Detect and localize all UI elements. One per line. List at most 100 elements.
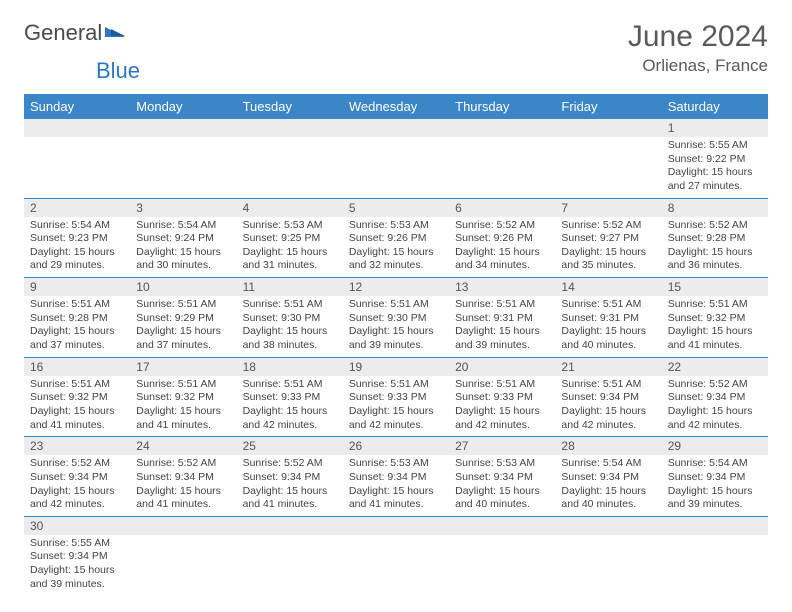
day-detail-line: Sunset: 9:34 PM — [668, 471, 762, 485]
day-detail-line: and 42 minutes. — [243, 419, 337, 433]
day-details: Sunrise: 5:54 AMSunset: 9:23 PMDaylight:… — [24, 217, 130, 278]
day-number-empty — [343, 517, 449, 535]
day-number: 16 — [24, 358, 130, 376]
day-detail-line: Sunset: 9:24 PM — [136, 232, 230, 246]
day-number: 30 — [24, 517, 130, 535]
day-details: Sunrise: 5:52 AMSunset: 9:34 PMDaylight:… — [130, 455, 236, 516]
day-details: Sunrise: 5:51 AMSunset: 9:32 PMDaylight:… — [662, 296, 768, 357]
day-detail-line: Sunrise: 5:51 AM — [136, 378, 230, 392]
day-number: 1 — [662, 119, 768, 137]
weekday-header: Thursday — [449, 94, 555, 119]
day-detail-line: Daylight: 15 hours — [30, 325, 124, 339]
day-detail-line: Sunrise: 5:55 AM — [668, 139, 762, 153]
calendar-day-cell: 9Sunrise: 5:51 AMSunset: 9:28 PMDaylight… — [24, 278, 130, 358]
calendar-day-cell: 2Sunrise: 5:54 AMSunset: 9:23 PMDaylight… — [24, 198, 130, 278]
day-detail-line: and 30 minutes. — [136, 259, 230, 273]
calendar-day-cell: 5Sunrise: 5:53 AMSunset: 9:26 PMDaylight… — [343, 198, 449, 278]
day-details: Sunrise: 5:54 AMSunset: 9:34 PMDaylight:… — [662, 455, 768, 516]
day-details: Sunrise: 5:52 AMSunset: 9:34 PMDaylight:… — [237, 455, 343, 516]
day-number: 12 — [343, 278, 449, 296]
calendar-day-cell: 16Sunrise: 5:51 AMSunset: 9:32 PMDayligh… — [24, 357, 130, 437]
calendar-day-cell: 11Sunrise: 5:51 AMSunset: 9:30 PMDayligh… — [237, 278, 343, 358]
day-detail-line: and 34 minutes. — [455, 259, 549, 273]
day-detail-line: and 32 minutes. — [349, 259, 443, 273]
day-detail-line: and 42 minutes. — [455, 419, 549, 433]
day-details: Sunrise: 5:51 AMSunset: 9:29 PMDaylight:… — [130, 296, 236, 357]
day-detail-line: Sunset: 9:32 PM — [136, 391, 230, 405]
day-details: Sunrise: 5:51 AMSunset: 9:31 PMDaylight:… — [555, 296, 661, 357]
calendar-day-cell: 17Sunrise: 5:51 AMSunset: 9:32 PMDayligh… — [130, 357, 236, 437]
day-detail-line: Sunrise: 5:51 AM — [349, 378, 443, 392]
month-title: June 2024 — [628, 20, 768, 54]
day-number: 6 — [449, 199, 555, 217]
logo-text-blue: Blue — [96, 58, 140, 83]
day-detail-line: and 39 minutes. — [668, 498, 762, 512]
day-number: 29 — [662, 437, 768, 455]
calendar-day-cell: 18Sunrise: 5:51 AMSunset: 9:33 PMDayligh… — [237, 357, 343, 437]
calendar-day-cell — [237, 516, 343, 595]
day-detail-line: Daylight: 15 hours — [136, 246, 230, 260]
calendar-day-cell: 8Sunrise: 5:52 AMSunset: 9:28 PMDaylight… — [662, 198, 768, 278]
day-details: Sunrise: 5:54 AMSunset: 9:34 PMDaylight:… — [555, 455, 661, 516]
day-detail-line: Daylight: 15 hours — [136, 405, 230, 419]
calendar-day-cell: 15Sunrise: 5:51 AMSunset: 9:32 PMDayligh… — [662, 278, 768, 358]
day-detail-line: Sunrise: 5:53 AM — [349, 219, 443, 233]
day-details: Sunrise: 5:52 AMSunset: 9:28 PMDaylight:… — [662, 217, 768, 278]
calendar-day-cell — [449, 516, 555, 595]
day-detail-line: Sunset: 9:34 PM — [243, 471, 337, 485]
day-detail-line: and 36 minutes. — [668, 259, 762, 273]
day-detail-line: Sunset: 9:30 PM — [349, 312, 443, 326]
day-detail-line: Sunset: 9:31 PM — [455, 312, 549, 326]
day-detail-line: Sunrise: 5:51 AM — [349, 298, 443, 312]
day-detail-line: Sunset: 9:28 PM — [30, 312, 124, 326]
day-detail-line: Daylight: 15 hours — [30, 564, 124, 578]
day-number: 5 — [343, 199, 449, 217]
day-number: 19 — [343, 358, 449, 376]
calendar-week-row: 2Sunrise: 5:54 AMSunset: 9:23 PMDaylight… — [24, 198, 768, 278]
day-detail-line: Daylight: 15 hours — [455, 246, 549, 260]
day-detail-line: and 38 minutes. — [243, 339, 337, 353]
day-number: 13 — [449, 278, 555, 296]
day-details: Sunrise: 5:53 AMSunset: 9:34 PMDaylight:… — [449, 455, 555, 516]
day-detail-line: Daylight: 15 hours — [561, 485, 655, 499]
day-detail-line: Sunset: 9:34 PM — [30, 550, 124, 564]
day-detail-line: Daylight: 15 hours — [455, 405, 549, 419]
day-number: 26 — [343, 437, 449, 455]
day-details: Sunrise: 5:51 AMSunset: 9:33 PMDaylight:… — [237, 376, 343, 437]
day-detail-line: Sunset: 9:29 PM — [136, 312, 230, 326]
day-detail-line: Sunrise: 5:51 AM — [243, 378, 337, 392]
day-number-empty — [130, 119, 236, 137]
day-detail-line: Daylight: 15 hours — [455, 325, 549, 339]
day-detail-line: Sunrise: 5:51 AM — [30, 298, 124, 312]
day-detail-line: Daylight: 15 hours — [349, 405, 443, 419]
day-detail-line: Sunrise: 5:53 AM — [243, 219, 337, 233]
day-number: 11 — [237, 278, 343, 296]
day-detail-line: and 41 minutes. — [136, 498, 230, 512]
day-number: 8 — [662, 199, 768, 217]
day-detail-line: Daylight: 15 hours — [349, 325, 443, 339]
day-detail-line: Sunrise: 5:52 AM — [30, 457, 124, 471]
day-detail-line: Daylight: 15 hours — [668, 166, 762, 180]
day-detail-line: Daylight: 15 hours — [561, 325, 655, 339]
day-number-empty — [343, 119, 449, 137]
calendar-day-cell: 26Sunrise: 5:53 AMSunset: 9:34 PMDayligh… — [343, 437, 449, 517]
day-detail-line: Daylight: 15 hours — [136, 325, 230, 339]
day-number-empty — [237, 119, 343, 137]
day-number: 23 — [24, 437, 130, 455]
calendar-week-row: 1Sunrise: 5:55 AMSunset: 9:22 PMDaylight… — [24, 119, 768, 198]
calendar-day-cell: 10Sunrise: 5:51 AMSunset: 9:29 PMDayligh… — [130, 278, 236, 358]
day-detail-line: Sunset: 9:25 PM — [243, 232, 337, 246]
title-block: June 2024 Orlienas, France — [628, 20, 768, 76]
day-number: 15 — [662, 278, 768, 296]
day-detail-line: Sunset: 9:33 PM — [349, 391, 443, 405]
calendar-day-cell — [24, 119, 130, 198]
day-detail-line: Sunrise: 5:53 AM — [349, 457, 443, 471]
day-detail-line: Sunrise: 5:51 AM — [561, 298, 655, 312]
calendar-day-cell: 4Sunrise: 5:53 AMSunset: 9:25 PMDaylight… — [237, 198, 343, 278]
calendar-day-cell: 22Sunrise: 5:52 AMSunset: 9:34 PMDayligh… — [662, 357, 768, 437]
calendar-day-cell: 1Sunrise: 5:55 AMSunset: 9:22 PMDaylight… — [662, 119, 768, 198]
calendar-day-cell — [449, 119, 555, 198]
day-number-empty — [449, 119, 555, 137]
day-details: Sunrise: 5:52 AMSunset: 9:26 PMDaylight:… — [449, 217, 555, 278]
day-number-empty — [555, 517, 661, 535]
